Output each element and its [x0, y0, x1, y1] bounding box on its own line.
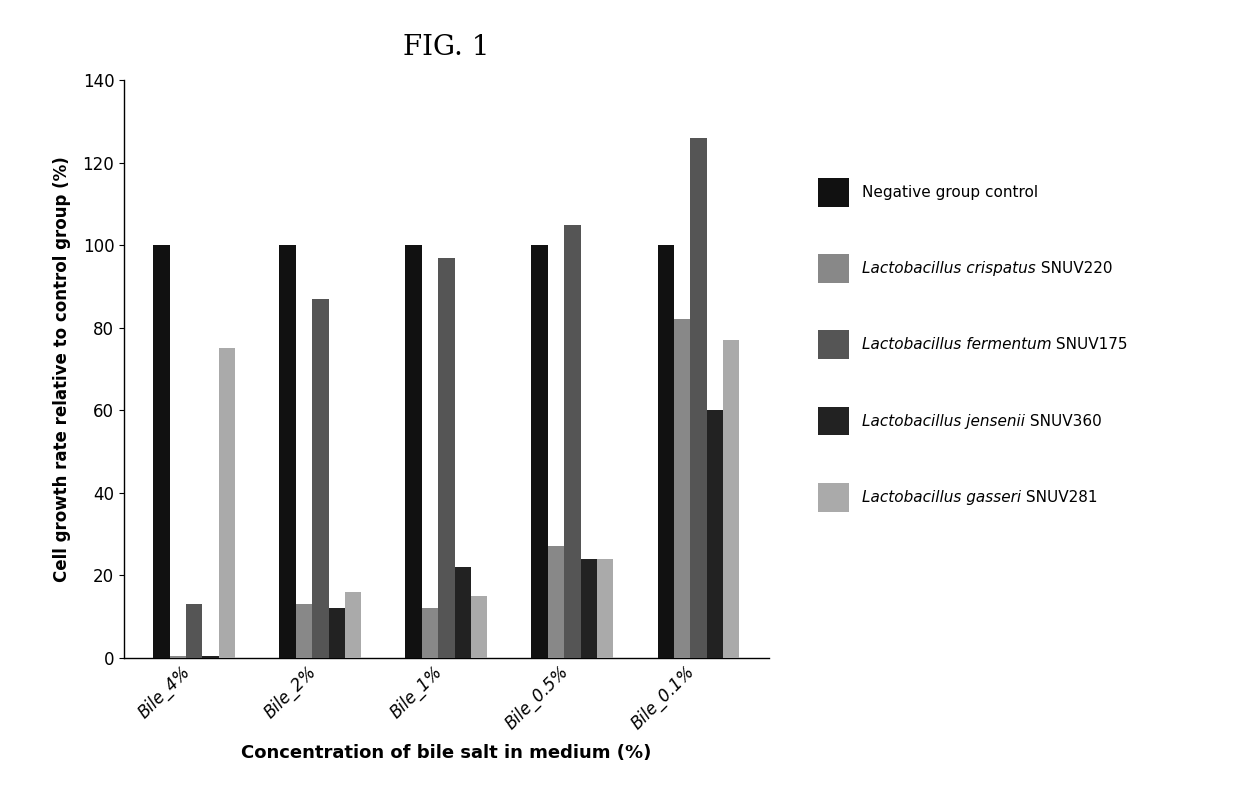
Bar: [455, 567, 471, 658]
Bar: [405, 245, 422, 658]
Bar: [673, 319, 691, 658]
Bar: [471, 596, 487, 658]
Bar: [422, 608, 438, 658]
Y-axis label: Cell growth rate relative to control group (%): Cell growth rate relative to control gro…: [53, 156, 72, 581]
Text: Lactobacillus jensenii: Lactobacillus jensenii: [862, 414, 1024, 428]
Bar: [532, 245, 548, 658]
Text: SNUV281: SNUV281: [1021, 490, 1097, 504]
Bar: [154, 245, 170, 658]
Bar: [345, 592, 361, 658]
Bar: [296, 604, 312, 658]
Text: Lactobacillus gasseri: Lactobacillus gasseri: [862, 490, 1021, 504]
Bar: [219, 348, 236, 658]
Bar: [202, 655, 219, 658]
Text: SNUV175: SNUV175: [1052, 338, 1128, 352]
Bar: [279, 245, 296, 658]
Bar: [170, 655, 186, 658]
Bar: [723, 340, 739, 658]
X-axis label: Concentration of bile salt in medium (%): Concentration of bile salt in medium (%): [242, 744, 651, 762]
Text: SNUV360: SNUV360: [1024, 414, 1101, 428]
Text: Lactobacillus fermentum: Lactobacillus fermentum: [862, 338, 1052, 352]
Bar: [564, 225, 580, 658]
Bar: [329, 608, 345, 658]
Bar: [691, 138, 707, 658]
Bar: [596, 559, 614, 658]
Text: Lactobacillus crispatus: Lactobacillus crispatus: [862, 261, 1035, 276]
Bar: [312, 299, 329, 658]
Bar: [580, 559, 596, 658]
Bar: [707, 410, 723, 658]
Bar: [186, 604, 202, 658]
Text: SNUV220: SNUV220: [1035, 261, 1112, 276]
Bar: [548, 546, 564, 658]
Bar: [657, 245, 673, 658]
Text: Negative group control: Negative group control: [862, 185, 1038, 200]
Title: FIG. 1: FIG. 1: [403, 34, 490, 61]
Bar: [438, 257, 455, 658]
